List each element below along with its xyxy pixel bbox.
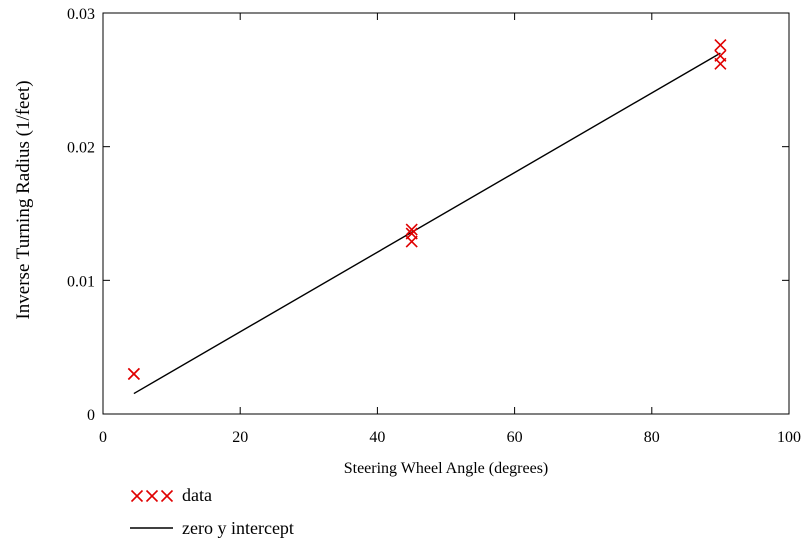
legend-item-data: data — [130, 485, 212, 505]
marker-stroke — [130, 489, 144, 503]
marker-stroke — [405, 223, 418, 236]
marker-stroke — [127, 367, 140, 380]
y-tick-label: 0.02 — [67, 140, 95, 157]
y-axis-label: Inverse Turning Radius (1/feet) — [13, 80, 34, 319]
y-tick-label: 0 — [87, 407, 95, 424]
data-point — [405, 223, 418, 236]
y-axis-tick-labels: 0 0.01 0.02 0.03 — [67, 6, 95, 424]
x-tick-label: 60 — [507, 429, 523, 446]
series-layer — [127, 39, 727, 395]
data-point — [714, 39, 727, 52]
plot-frame — [102, 12, 790, 415]
x-tick-label: 20 — [232, 429, 248, 446]
x-tick-label: 0 — [99, 429, 107, 446]
legend-marker — [145, 489, 159, 503]
legend-item-line: zero y intercept — [130, 518, 294, 538]
x-tick-label: 80 — [644, 429, 660, 446]
x-axis-ticks — [102, 13, 790, 414]
y-tick-label: 0.01 — [67, 273, 95, 290]
marker-stroke — [714, 57, 727, 70]
marker-stroke — [160, 489, 174, 503]
marker-stroke — [405, 235, 418, 248]
x-axis-label: Steering Wheel Angle (degrees) — [344, 460, 549, 477]
legend-label: zero y intercept — [182, 518, 294, 538]
data-point — [405, 235, 418, 248]
marker-stroke — [145, 489, 159, 503]
legend-marker — [160, 489, 174, 503]
y-tick-label: 0.03 — [67, 6, 95, 23]
data-point — [714, 57, 727, 70]
legend-label: data — [182, 485, 212, 505]
x-axis-tick-labels: 0 20 40 60 80 100 — [99, 429, 801, 446]
x-tick-label: 100 — [777, 429, 801, 446]
fit-line — [133, 52, 721, 395]
y-axis-ticks — [103, 12, 789, 415]
legend-marker — [130, 489, 144, 503]
marker-stroke — [714, 39, 727, 52]
x-tick-label: 40 — [369, 429, 385, 446]
data-point — [127, 367, 140, 380]
legend: data zero y intercept — [130, 485, 294, 538]
